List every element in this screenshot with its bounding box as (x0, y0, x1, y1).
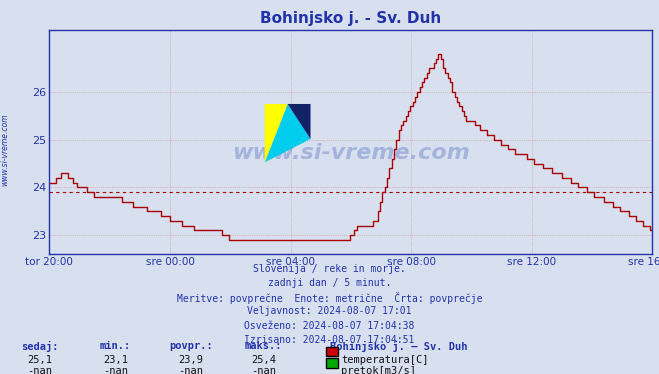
Text: -nan: -nan (179, 366, 204, 374)
Polygon shape (265, 104, 310, 162)
Text: Meritve: povprečne  Enote: metrične  Črta: povprečje: Meritve: povprečne Enote: metrične Črta:… (177, 292, 482, 304)
Text: Bohinjsko j. – Sv. Duh: Bohinjsko j. – Sv. Duh (330, 341, 467, 352)
Text: 23,1: 23,1 (103, 355, 128, 365)
Text: Osveženo: 2024-08-07 17:04:38: Osveženo: 2024-08-07 17:04:38 (244, 321, 415, 331)
Text: Slovenija / reke in morje.: Slovenija / reke in morje. (253, 264, 406, 274)
Title: Bohinjsko j. - Sv. Duh: Bohinjsko j. - Sv. Duh (260, 11, 442, 26)
Text: sedaj:: sedaj: (21, 341, 58, 352)
Text: temperatura[C]: temperatura[C] (341, 355, 429, 365)
Text: 23,9: 23,9 (179, 355, 204, 365)
Text: Veljavnost: 2024-08-07 17:01: Veljavnost: 2024-08-07 17:01 (247, 306, 412, 316)
Text: zadnji dan / 5 minut.: zadnji dan / 5 minut. (268, 278, 391, 288)
Text: 25,4: 25,4 (251, 355, 276, 365)
Text: -nan: -nan (103, 366, 128, 374)
Text: povpr.:: povpr.: (169, 341, 213, 351)
Text: Izrisano: 2024-08-07 17:04:51: Izrisano: 2024-08-07 17:04:51 (244, 335, 415, 345)
Text: www.si-vreme.com: www.si-vreme.com (232, 143, 470, 163)
Polygon shape (265, 104, 287, 162)
Text: min.:: min.: (100, 341, 131, 351)
Text: www.si-vreme.com: www.si-vreme.com (1, 113, 10, 186)
Text: 25,1: 25,1 (27, 355, 52, 365)
Polygon shape (287, 104, 310, 139)
Text: pretok[m3/s]: pretok[m3/s] (341, 366, 416, 374)
Text: -nan: -nan (27, 366, 52, 374)
Text: maks.:: maks.: (245, 341, 282, 351)
Text: -nan: -nan (251, 366, 276, 374)
